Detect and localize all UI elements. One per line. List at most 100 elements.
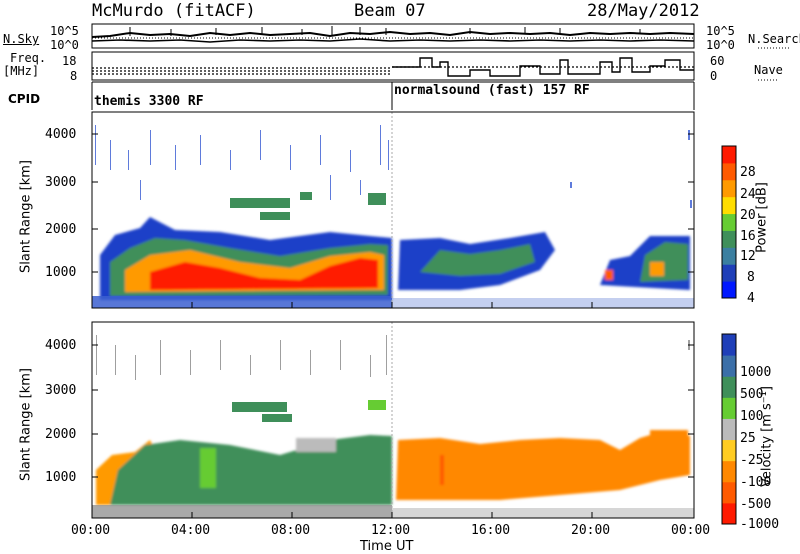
power-echo-far-red — [605, 270, 613, 280]
power-colorbar-segment-2 — [722, 247, 736, 265]
station-title: McMurdo (fitACF) — [92, 1, 256, 21]
noise-spikes — [129, 26, 641, 36]
velocity-panel-frame — [91, 321, 695, 519]
velocity-colorbar-segment-5 — [722, 397, 736, 419]
noise-sky-trace — [91, 30, 695, 38]
velocity-heatmap — [92, 322, 694, 518]
velocity-cbar-tick-m100: -100 — [740, 475, 772, 490]
power-colorbar-frame — [721, 145, 737, 299]
freq-tick-bottom: 8 — [70, 69, 78, 83]
power-colorbar-segment-1 — [722, 264, 736, 282]
velocity-echo-green — [110, 435, 392, 505]
velocity-colorbar — [722, 334, 736, 525]
freq-label-line2: [MHz] — [3, 64, 40, 78]
power-cbar-tick-20: 20 — [740, 208, 756, 223]
velocity-ytick-3000: 3000 — [45, 383, 77, 398]
freq-tick-top: 18 — [62, 54, 77, 68]
power-colorbar-segment-6 — [722, 179, 736, 198]
velocity-ytick-2000: 2000 — [45, 427, 77, 442]
power-ytick-1000: 1000 — [45, 265, 77, 280]
nave-label: Nave — [754, 63, 783, 77]
freq-panel-traces — [92, 57, 694, 77]
power-colorbar-segment-5 — [722, 196, 736, 215]
velocity-colorbar-segment-1 — [722, 481, 736, 504]
velocity-colorbar-segment-3 — [722, 439, 736, 462]
velocity-ground-band-2 — [392, 508, 694, 518]
cpid-mode-1: themis 3300 RF — [94, 94, 204, 109]
velocity-cbar-tick-m1000: -1000 — [740, 517, 780, 532]
time-tick-1600: 16:00 — [471, 523, 511, 538]
power-speckle — [95, 125, 692, 208]
freq-dots — [92, 66, 694, 75]
power-cbar-tick-12: 12 — [740, 249, 756, 264]
power-echo-right-green — [420, 244, 535, 276]
velocity-cbar-tick-m500: -500 — [740, 497, 772, 512]
panel-tick-marks — [92, 133, 694, 518]
noise-search-label: N.Search — [748, 32, 800, 46]
time-axis-label: Time UT — [360, 539, 414, 554]
velocity-cbar-tick-1000: 1000 — [740, 365, 772, 380]
date-label: 28/May/2012 — [587, 1, 700, 21]
power-ground-band — [92, 296, 392, 308]
cpid-mode-2: normalsound (fast) 157 RF — [394, 83, 590, 98]
power-cbar-tick-8: 8 — [747, 270, 755, 285]
velocity-echo-grey — [296, 438, 336, 452]
velocity-colorbar-segment-7 — [722, 355, 736, 377]
power-colorbar — [722, 146, 736, 299]
velocity-colorbar-segment-4 — [722, 418, 736, 441]
noise-right-tick-top: 10^5 — [706, 24, 735, 38]
power-ytick-2000: 2000 — [45, 222, 77, 237]
power-cbar-tick-16: 16 — [740, 229, 756, 244]
velocity-ground-band — [92, 505, 392, 518]
power-ytick-3000: 3000 — [45, 175, 77, 190]
velocity-colorbar-segment-2 — [722, 460, 736, 483]
velocity-cbar-tick-500: 500 — [740, 387, 764, 402]
time-tick-0000-end: 00:00 — [671, 523, 711, 538]
power-ytick-4000: 4000 — [45, 127, 77, 142]
noise-left-tick-top: 10^5 — [50, 24, 79, 38]
power-colorbar-segment-0 — [722, 281, 736, 299]
velocity-colorbar-frame — [721, 333, 737, 525]
time-tick-0800: 08:00 — [271, 523, 311, 538]
power-colorbar-segment-4 — [722, 213, 736, 231]
power-panel-frame — [91, 111, 695, 309]
velocity-upper-patches — [232, 400, 386, 422]
power-cbar-tick-24: 24 — [740, 187, 756, 202]
velocity-colorbar-segment-0 — [722, 502, 736, 525]
noise-panel-traces — [91, 26, 695, 43]
velocity-colorbar-segment-6 — [722, 376, 736, 398]
nave-tick-top: 60 — [710, 54, 725, 68]
velocity-echo-orange-right — [396, 432, 690, 500]
noise-right-tick-bottom: 10^0 — [706, 38, 735, 52]
power-cbar-tick-4: 4 — [747, 291, 755, 306]
velocity-echo-red — [440, 455, 444, 485]
nave-tick-bottom: 0 — [710, 69, 718, 83]
freq-label-line1: Freq. — [10, 51, 47, 65]
velocity-echo-far-orange — [650, 430, 688, 470]
power-heatmap — [92, 112, 694, 308]
power-ground-band-2 — [392, 298, 694, 308]
time-tick-2000: 20:00 — [571, 523, 611, 538]
time-tick-1200: 12:00 — [371, 523, 411, 538]
power-echo-red — [150, 258, 378, 290]
cpid-label: CPID — [8, 92, 41, 106]
velocity-cbar-tick-m25: -25 — [740, 453, 764, 468]
beam-label: Beam 07 — [354, 1, 426, 21]
noise-sky-label: N.Sky — [3, 32, 40, 46]
power-colorbar-segment-7 — [722, 162, 736, 181]
power-upper-patches — [230, 192, 386, 220]
nave-trace — [392, 57, 694, 77]
velocity-cbar-tick-25: 25 — [740, 431, 756, 446]
time-tick-0400: 04:00 — [171, 523, 211, 538]
velocity-echo-lightgreen — [200, 448, 216, 488]
velocity-colorbar-segment-8 — [722, 334, 736, 356]
velocity-ytick-4000: 4000 — [45, 338, 77, 353]
power-colorbar-segment-3 — [722, 230, 736, 248]
noise-left-tick-bottom: 10^0 — [50, 38, 79, 52]
power-echo-far-orange — [650, 262, 664, 276]
freq-panel-frame — [91, 51, 695, 81]
velocity-cbar-tick-100: 100 — [740, 409, 764, 424]
power-colorbar-segment-8 — [722, 146, 736, 164]
power-cbar-tick-28: 28 — [740, 165, 756, 180]
